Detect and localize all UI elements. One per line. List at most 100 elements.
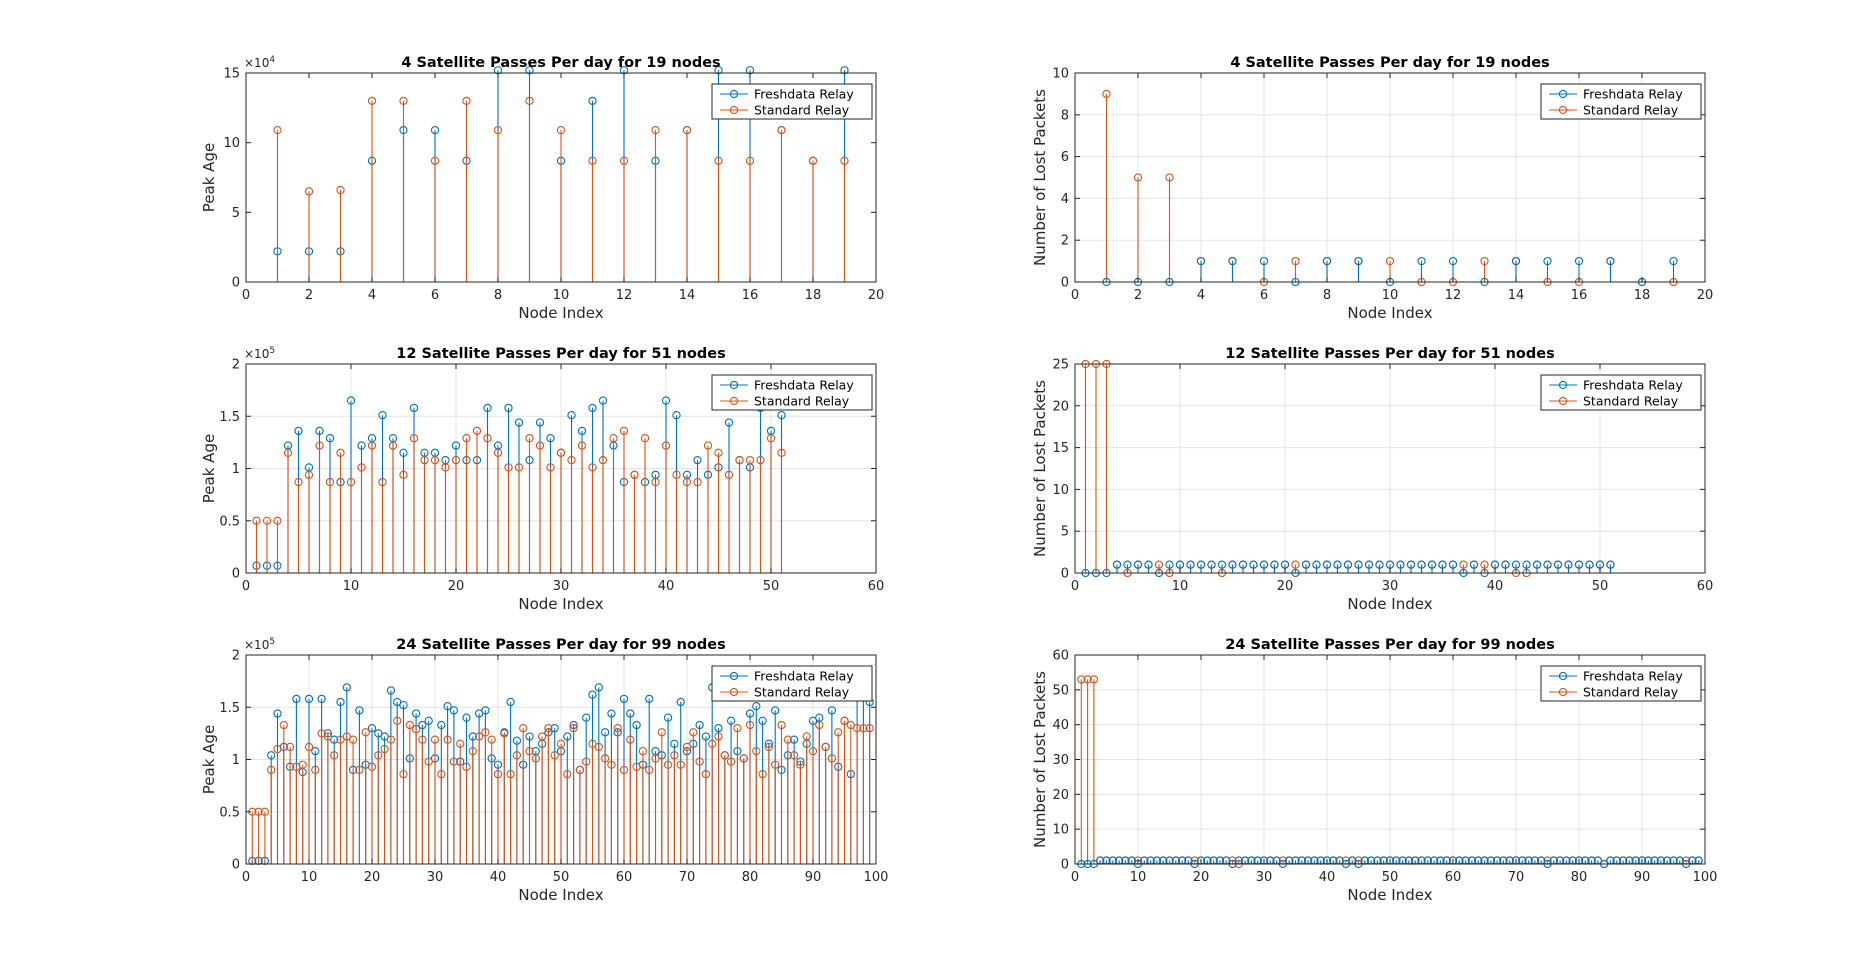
stem-marker-freshdata-relay [758,716,767,725]
x-axis-label: Node Index [1347,304,1432,322]
stem-marker-standard-relay [336,185,345,195]
stem-marker-freshdata-relay [1112,560,1122,569]
x-tick-label: 10 [1172,579,1189,594]
y-tick-label: 1 [232,462,240,477]
stem-marker-freshdata-relay [367,724,377,733]
stem-marker-standard-relay [330,751,339,760]
y-tick-label: 0 [232,276,240,291]
y-tick-label: 10 [1052,483,1069,498]
stem-marker-standard-relay [609,434,618,443]
y-tick-label: 0 [1061,276,1069,291]
stem-marker-standard-relay [378,477,387,487]
stem-marker-standard-relay [430,735,440,744]
stem-marker-freshdata-relay [514,418,524,427]
stem-marker-standard-relay [346,477,356,487]
stem-marker-freshdata-relay [714,724,723,733]
x-tick-label: 12 [1445,288,1462,303]
subplot-age99: 0 10 20 30 40 50 60 70 80 90 100 0 0.5 1 1.5 2 ×105 24 Sa… [200,637,888,904]
stem-marker-standard-relay [252,516,261,525]
y-tick-label: 60 [1052,649,1069,664]
stem-marker-standard-relay [273,744,282,754]
stem-marker-standard-relay [693,477,702,487]
x-tick-label: 30 [1256,870,1273,885]
chart-title: 4 Satellite Passes Per day for 19 nodes [1230,55,1549,71]
x-tick-label: 16 [742,288,759,303]
y-axis-label: Peak Age [200,143,218,212]
stem-marker-freshdata-relay [588,403,597,413]
stem-marker-standard-relay [525,434,534,443]
stem-marker-standard-relay [462,96,471,106]
x-tick-label: 60 [1697,579,1714,594]
stem-marker-standard-relay [724,470,734,479]
stem-marker-standard-relay [514,463,524,472]
x-tick-label: 10 [1130,870,1147,885]
x-tick-label: 50 [1592,579,1609,594]
y-tick-label: 0 [1061,567,1069,582]
stem-marker-standard-relay [355,765,364,775]
stem-marker-standard-relay [556,739,566,748]
x-tick-label: 8 [494,288,502,303]
stem-marker-freshdata-relay [294,426,303,436]
legend-box [1540,374,1702,411]
stem-marker-standard-relay [808,746,818,756]
stem-marker-standard-relay [651,477,660,487]
stem-marker-standard-relay [682,742,692,752]
stem-marker-freshdata-relay [1312,560,1321,569]
y-tick-label: 10 [223,136,240,151]
stem-marker-freshdata-relay [563,732,572,741]
stem-marker-standard-relay [703,441,713,450]
legend-label: Standard Relay [1583,394,1679,409]
stem-marker-standard-relay [462,434,471,443]
y-tick-label: 8 [1061,108,1069,123]
stem-marker-freshdata-relay [1448,560,1458,569]
x-tick-label: 20 [448,579,465,594]
legend-label: Freshdata Relay [754,669,854,684]
legend-label: Freshdata Relay [1583,378,1683,393]
y-tick-label: 40 [1052,718,1069,733]
stem-marker-freshdata-relay [386,686,396,695]
stem-marker-freshdata-relay [594,683,603,692]
y-tick-label: 5 [1061,525,1069,540]
legend-marker [1558,396,1568,406]
stem-marker-standard-relay [777,448,786,457]
stem-marker-freshdata-relay [1469,560,1479,569]
stem-marker-freshdata-relay [1606,256,1615,266]
x-tick-label: 50 [1382,870,1399,885]
stem-marker-standard-relay [834,728,843,737]
stem-marker-freshdata-relay [663,713,673,722]
x-tick-label: 16 [1571,288,1588,303]
legend-marker [1558,380,1568,390]
stem-marker-freshdata-relay [1406,560,1416,569]
stem-marker-freshdata-relay [483,403,492,413]
x-tick-label: 10 [301,870,318,885]
stem-marker-freshdata-relay [378,411,387,420]
stem-marker-freshdata-relay [752,702,761,711]
chart-title: 24 Satellite Passes Per day for 99 nodes [1225,637,1554,653]
x-tick-label: 0 [242,870,250,885]
stem-marker-freshdata-relay [588,690,597,699]
stem-marker-freshdata-relay [1207,560,1216,569]
legend-label: Standard Relay [754,103,850,118]
stem-marker-standard-relay [1459,560,1468,569]
stem-marker-freshdata-relay [1322,256,1332,266]
stem-marker-standard-relay [563,769,572,779]
stem-marker-freshdata-relay [317,694,326,704]
stem-marker-freshdata-relay [567,411,576,420]
stem-marker-standard-relay [399,769,408,779]
legend-marker [729,671,739,681]
stem-marker-freshdata-relay [1574,560,1584,569]
legend-box [711,665,873,702]
legend-marker [729,105,739,115]
stem-marker-standard-relay [336,448,345,457]
x-tick-label: 0 [1071,579,1079,594]
stem-marker-freshdata-relay [409,403,419,413]
x-tick-label: 20 [1697,288,1714,303]
stem-marker-standard-relay [575,765,585,775]
y-axis-label: Number of Lost Packets [1031,89,1049,266]
stem-marker-standard-relay [670,751,679,760]
stem-marker-standard-relay [437,769,446,779]
stem-marker-standard-relay [254,807,263,816]
y-axis-label: Peak Age [200,434,218,503]
stem-marker-standard-relay [279,720,288,730]
